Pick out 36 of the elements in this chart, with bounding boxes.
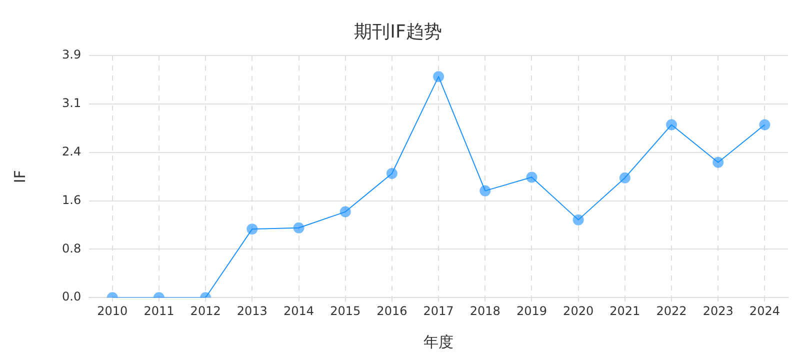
x-tick-label: 2021 [610,304,640,318]
x-tick-label: 2016 [376,304,408,318]
y-tick-label: 0.8 [62,241,82,256]
point [293,222,304,234]
point [759,119,770,130]
x-tick-label: 2014 [283,304,314,318]
x-tick-label: 2022 [656,304,687,318]
y-tick-label: 3.9 [62,48,82,62]
x-tick-label: 2015 [330,304,361,318]
x-tick-label: 2013 [236,304,268,318]
point [246,224,258,235]
point [666,119,678,130]
x-axis-title: 年度 [424,332,454,351]
point [386,168,398,180]
x-tick-label: 2011 [144,304,174,318]
chart-title: 期刊IF趋势 [354,21,442,42]
x-tick-label: 2017 [423,304,454,318]
x-tick-label: 2012 [190,304,221,318]
x-tick-label: 2019 [516,304,548,318]
y-tick-label: 1.6 [62,192,82,207]
point [433,71,444,82]
point [340,206,351,218]
y-axis-title: IF [10,170,29,184]
point [712,156,724,168]
x-tick-label: 2010 [97,304,128,318]
point [480,185,491,196]
point [526,172,538,183]
y-tick-label: 0.0 [62,290,82,304]
x-tick-label: 2020 [563,304,594,318]
x-tick-label: 2023 [702,304,734,318]
x-tick-label: 2024 [749,304,780,318]
point [619,172,630,184]
x-tick-label: 2018 [470,304,500,318]
y-tick-label: 2.4 [62,144,82,159]
point [572,214,584,226]
y-tick-label: 3.1 [62,96,82,110]
